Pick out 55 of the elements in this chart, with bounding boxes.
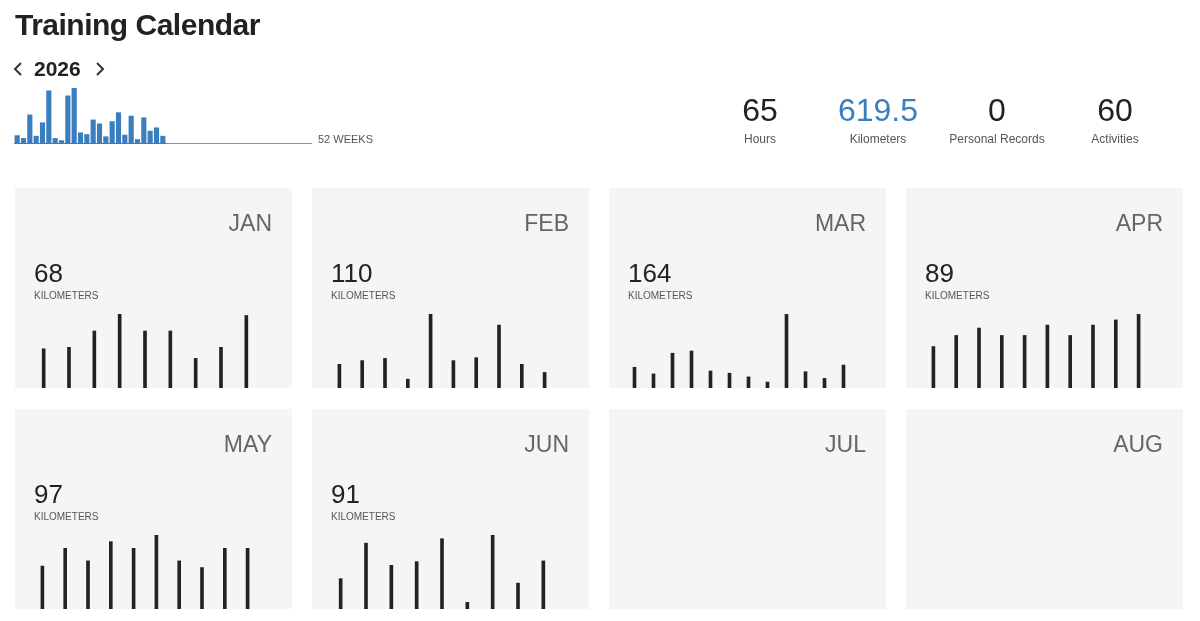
- bar: [999, 335, 1004, 388]
- text: KILOMETERS: [628, 290, 693, 301]
- data-label: 60: [1096, 92, 1134, 128]
- category-label: Kilometers: [848, 132, 908, 146]
- category-label: Hours: [743, 132, 777, 146]
- bar: [360, 360, 365, 388]
- data-label: 619.5: [836, 92, 920, 128]
- text: KILOMETERS: [331, 511, 396, 522]
- text: KILOMETERS: [34, 511, 99, 522]
- bar: [219, 346, 223, 388]
- chart-title: Training Calendar: [15, 8, 260, 42]
- bar: [143, 330, 147, 388]
- text: KILOMETERS: [34, 290, 99, 301]
- bar: [63, 547, 68, 609]
- chart-title: JUN: [524, 431, 569, 458]
- chart-subtitle: 2026: [34, 57, 81, 81]
- text: 52 WEEKS: [318, 133, 374, 146]
- chart-title: MAR: [814, 210, 866, 237]
- bar: [86, 560, 90, 609]
- text: 97: [34, 479, 63, 510]
- bar: [177, 560, 182, 609]
- chart-title: FEB: [524, 210, 569, 237]
- bar: [1068, 335, 1073, 388]
- text: 110: [331, 258, 373, 289]
- bar: [977, 327, 981, 388]
- category-label: Personal Records: [948, 132, 1046, 146]
- bar: [108, 541, 113, 609]
- data-label: 0: [987, 92, 1007, 128]
- text: AUG: [1113, 431, 1163, 458]
- bar: [954, 335, 959, 388]
- bar: [222, 547, 227, 609]
- bar: [474, 357, 479, 388]
- chart-title: MAY: [223, 431, 272, 458]
- bar: [383, 358, 387, 388]
- text: 68: [34, 258, 63, 289]
- bar: [440, 538, 444, 609]
- text: 91: [331, 479, 360, 510]
- bar: [405, 378, 410, 388]
- text: KILOMETERS: [925, 290, 990, 301]
- data-label: 65: [741, 92, 779, 128]
- bar: [200, 567, 204, 609]
- chart-title: JAN: [228, 210, 272, 237]
- bar: [1091, 324, 1095, 388]
- bar: [364, 542, 368, 609]
- category-label: Activities: [1090, 132, 1140, 146]
- bar: [516, 582, 520, 609]
- text: KILOMETERS: [331, 290, 396, 301]
- text: 89: [925, 258, 954, 289]
- bar: [497, 324, 501, 388]
- bar: [67, 346, 71, 388]
- bar: [519, 363, 524, 388]
- bar: [1113, 319, 1118, 388]
- text: JUL: [825, 431, 866, 458]
- chart-title: APR: [1115, 210, 1163, 237]
- text: 164: [628, 258, 672, 289]
